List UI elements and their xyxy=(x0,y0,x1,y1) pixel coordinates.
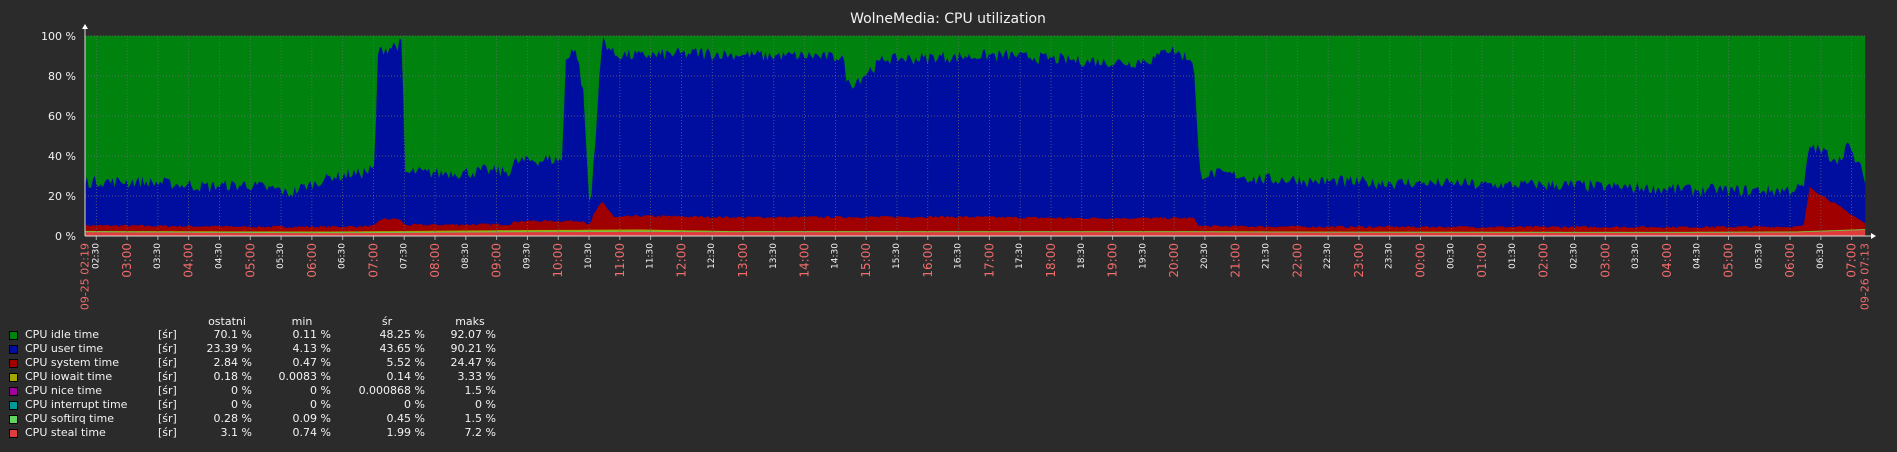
x-tick-label: 07:30 xyxy=(399,243,409,269)
x-tick-label: 12:30 xyxy=(707,243,717,269)
x-major-tick-label: 19:00 xyxy=(1106,243,1120,278)
x-end-label: 09-26 07:13 xyxy=(1859,243,1872,310)
x-tick-label: 05:30 xyxy=(276,243,286,269)
x-tick-label: 02:30 xyxy=(91,243,101,269)
y-tick-label: 100 % xyxy=(41,30,76,43)
x-start-label: 09-25 02:19 xyxy=(79,243,92,310)
x-major-tick-label: 07:00 xyxy=(1845,243,1859,278)
x-tick-label: 17:30 xyxy=(1015,243,1025,269)
x-major-tick-label: 20:00 xyxy=(1167,243,1181,278)
x-tick-label: 03:30 xyxy=(153,243,163,269)
x-tick-label: 00:30 xyxy=(1446,243,1456,269)
x-tick-label: 09:30 xyxy=(522,243,532,269)
x-major-tick-label: 21:00 xyxy=(1229,243,1243,278)
x-major-tick-label: 03:00 xyxy=(120,243,134,278)
axis-layer: 0 % 20 % 40 % 60 % 80 % 100 % 02:30 03:00 03:30 0… xyxy=(41,24,1876,310)
x-tick-label: 13:30 xyxy=(769,243,779,269)
x-tick-label: 10:30 xyxy=(584,243,594,269)
series-layer xyxy=(84,35,1866,237)
x-tick-label: 11:30 xyxy=(646,243,656,269)
x-tick-label: 21:30 xyxy=(1262,243,1272,269)
x-tick-label: 06:30 xyxy=(338,243,348,269)
y-tick-label: 40 % xyxy=(48,150,76,163)
x-major-tick-label: 05:00 xyxy=(243,243,257,278)
y-tick-label: 20 % xyxy=(48,190,76,203)
y-axis-arrow-icon xyxy=(82,24,88,29)
x-tick-label: 19:30 xyxy=(1138,243,1148,269)
x-major-tick-label: 09:00 xyxy=(490,243,504,278)
x-major-tick-label: 10:00 xyxy=(551,243,565,278)
y-tick-label: 80 % xyxy=(48,70,76,83)
x-major-tick-label: 04:00 xyxy=(1660,243,1674,278)
x-major-tick-label: 22:00 xyxy=(1290,243,1304,278)
x-major-tick-label: 07:00 xyxy=(366,243,380,278)
x-tick-label: 20:30 xyxy=(1200,243,1210,269)
x-major-tick-label: 03:00 xyxy=(1598,243,1612,278)
x-major-tick-label: 05:00 xyxy=(1721,243,1735,278)
x-major-tick-label: 02:00 xyxy=(1537,243,1551,278)
x-tick-label: 04:30 xyxy=(214,243,224,269)
x-tick-label: 02:30 xyxy=(1569,243,1579,269)
x-tick-label: 15:30 xyxy=(892,243,902,269)
x-major-tick-label: 01:00 xyxy=(1475,243,1489,278)
x-major-tick-label: 13:00 xyxy=(736,243,750,278)
x-major-tick-label: 04:00 xyxy=(182,243,196,278)
x-tick-label: 14:30 xyxy=(830,243,840,269)
y-tick-label: 60 % xyxy=(48,110,76,123)
x-tick-label: 08:30 xyxy=(461,243,471,269)
x-tick-label: 04:30 xyxy=(1693,243,1703,269)
x-major-tick-label: 17:00 xyxy=(982,243,996,278)
grid-layer xyxy=(85,35,1865,237)
x-tick-label: 18:30 xyxy=(1077,243,1087,269)
x-major-tick-label: 00:00 xyxy=(1414,243,1428,278)
x-tick-label: 16:30 xyxy=(954,243,964,269)
x-major-tick-label: 14:00 xyxy=(798,243,812,278)
x-tick-label: 06:30 xyxy=(1816,243,1826,269)
x-major-tick-label: 15:00 xyxy=(859,243,873,278)
x-tick-label: 23:30 xyxy=(1385,243,1395,269)
x-major-tick-label: 23:00 xyxy=(1352,243,1366,278)
x-axis-arrow-icon xyxy=(1871,233,1876,239)
y-tick-label: 0 % xyxy=(55,230,76,243)
x-tick-label: 05:30 xyxy=(1754,243,1764,269)
x-major-tick-label: 18:00 xyxy=(1044,243,1058,278)
x-major-tick-label: 11:00 xyxy=(613,243,627,278)
x-major-tick-label: 06:00 xyxy=(1783,243,1797,278)
x-tick-label: 01:30 xyxy=(1508,243,1518,269)
x-major-tick-label: 16:00 xyxy=(921,243,935,278)
x-tick-label: 03:30 xyxy=(1631,243,1641,269)
chart-title: WolneMedia: CPU utilization xyxy=(850,11,1046,27)
x-major-tick-label: 06:00 xyxy=(305,243,319,278)
x-major-tick-label: 08:00 xyxy=(428,243,442,278)
x-major-tick-label: 12:00 xyxy=(674,243,688,278)
series-cpu-idle-time xyxy=(84,35,1866,201)
x-tick-label: 22:30 xyxy=(1323,243,1333,269)
